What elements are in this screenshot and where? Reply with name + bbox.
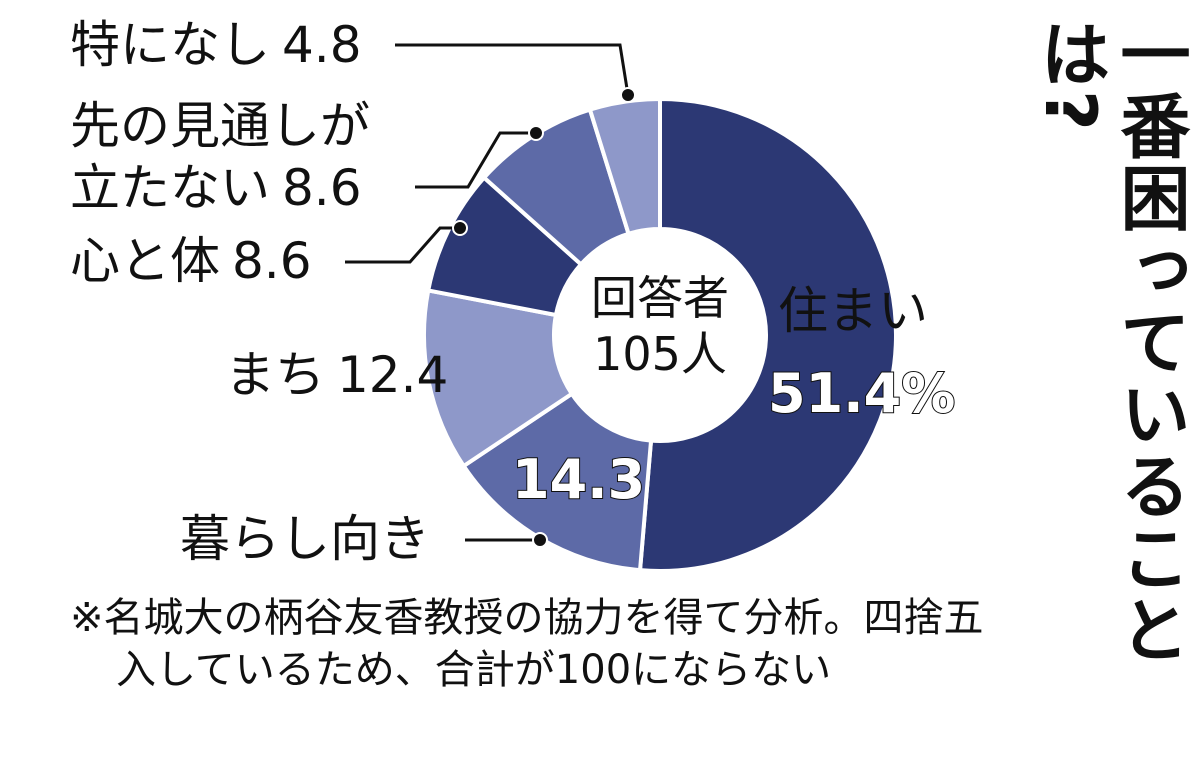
- leader-dot: [532, 532, 548, 548]
- category-name: 先の見通しが立たない: [70, 97, 370, 217]
- donut-slice: [587, 96, 662, 237]
- category-name: 心と体: [70, 232, 220, 290]
- leader-line: [345, 226, 460, 264]
- category-name: まち: [225, 346, 325, 404]
- value-label: 51.4%: [767, 361, 956, 426]
- category-label: 暮らし向き: [180, 508, 430, 570]
- leader-dot: [620, 87, 636, 103]
- category-name: 暮らし向き: [180, 510, 430, 568]
- category-label: 先の見通しが立たない 8.6: [70, 95, 400, 219]
- donut-slice: [460, 391, 654, 573]
- value-label: 4.8: [282, 16, 362, 74]
- leader-line: [415, 131, 536, 189]
- category-label: 特になし 4.8: [70, 14, 362, 76]
- donut-slice: [422, 288, 575, 469]
- value-label: 12.4: [337, 346, 449, 404]
- category-name: 住まい: [778, 282, 928, 340]
- leader-dot: [528, 125, 544, 141]
- category-label: まち 12.4: [225, 344, 448, 406]
- category-label: 心と体 8.6: [70, 230, 312, 292]
- category-name: 特になし: [70, 16, 270, 74]
- chart-title: 一番困っていることは?: [1029, 18, 1191, 666]
- center-value: 105人: [593, 327, 727, 381]
- value-label: 8.6: [282, 159, 362, 217]
- center-label: 回答者 105人: [560, 270, 760, 382]
- note: ※名城大の柄谷友香教授の協力を得て分析。四捨五入しているため、合計が100になら…: [70, 595, 984, 693]
- value-label: 8.6: [232, 232, 312, 290]
- donut-slice: [637, 96, 898, 573]
- leader-line: [395, 43, 630, 96]
- category-label: 住まい: [778, 280, 928, 342]
- leader-dot: [452, 220, 468, 236]
- value-label: 14.3: [511, 447, 646, 512]
- center-caption: 回答者: [591, 271, 729, 325]
